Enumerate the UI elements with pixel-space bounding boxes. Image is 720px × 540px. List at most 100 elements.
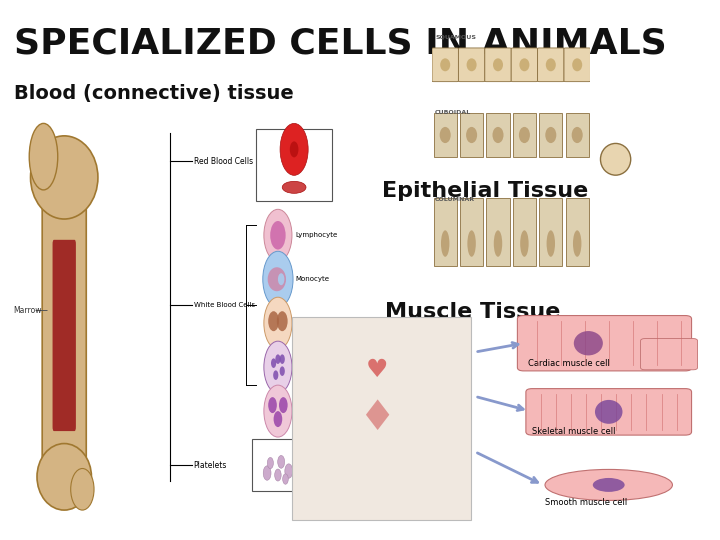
Bar [513,198,536,266]
Ellipse shape [268,267,286,291]
Text: Basophil: Basophil [295,364,325,370]
FancyBboxPatch shape [459,48,485,82]
Circle shape [264,210,292,261]
Circle shape [600,144,631,175]
Ellipse shape [440,58,450,71]
Ellipse shape [282,181,306,193]
FancyBboxPatch shape [432,48,459,82]
Text: Smooth muscle cell: Smooth muscle cell [545,498,627,507]
Ellipse shape [467,230,476,256]
Circle shape [267,457,274,469]
Circle shape [277,311,288,331]
Circle shape [279,354,285,364]
Ellipse shape [572,127,582,143]
Text: Lymphocyte: Lymphocyte [295,232,338,238]
Ellipse shape [71,469,94,510]
Ellipse shape [574,331,603,355]
Ellipse shape [545,127,557,143]
FancyBboxPatch shape [485,48,511,82]
Text: Neurophil: Neurophil [295,408,329,414]
Ellipse shape [278,273,284,285]
Ellipse shape [519,58,529,71]
Text: Red Blood Cells: Red Blood Cells [194,157,253,166]
Bar [566,113,589,157]
FancyBboxPatch shape [292,316,471,521]
Circle shape [279,397,288,413]
Ellipse shape [440,127,451,143]
Ellipse shape [466,127,477,143]
Ellipse shape [441,230,449,256]
Ellipse shape [519,127,530,143]
Circle shape [264,466,271,480]
Ellipse shape [30,136,98,219]
Circle shape [268,397,276,413]
Circle shape [283,474,288,484]
Circle shape [269,311,279,331]
Ellipse shape [30,123,58,190]
Ellipse shape [37,443,91,510]
Circle shape [263,251,293,307]
Text: ♦: ♦ [359,397,396,440]
Bar [539,198,562,266]
Ellipse shape [492,127,503,143]
Circle shape [271,359,276,368]
FancyBboxPatch shape [641,339,698,370]
Ellipse shape [546,58,556,71]
Ellipse shape [572,58,582,71]
Ellipse shape [520,230,528,256]
Circle shape [274,411,282,427]
Circle shape [264,341,292,393]
Bar [460,113,483,157]
FancyBboxPatch shape [518,315,691,371]
Ellipse shape [467,58,477,71]
Circle shape [280,123,308,176]
Text: White Blood Cells: White Blood Cells [194,302,255,308]
Bar [433,198,456,266]
Text: Eosinophil: Eosinophil [295,320,331,326]
FancyBboxPatch shape [564,48,590,82]
Text: SQUAMOUS: SQUAMOUS [435,35,476,39]
Bar [460,198,483,266]
Circle shape [285,464,292,478]
Circle shape [279,366,285,376]
Text: Platelets: Platelets [194,461,227,470]
Text: Epithelial Tissue: Epithelial Tissue [382,181,588,201]
Text: Marrow: Marrow [14,306,42,315]
Bar [256,130,332,201]
Ellipse shape [289,141,299,157]
Circle shape [275,354,281,364]
Ellipse shape [595,400,623,424]
FancyBboxPatch shape [53,240,76,431]
Text: Blood (connective) tissue: Blood (connective) tissue [14,84,294,103]
Circle shape [273,370,279,380]
Ellipse shape [593,478,625,492]
Ellipse shape [545,469,672,501]
Ellipse shape [494,230,503,256]
Text: CUBOIDAL: CUBOIDAL [435,110,472,114]
Text: Cardiac muscle cell: Cardiac muscle cell [528,359,610,368]
Bar [513,113,536,157]
Circle shape [270,221,286,249]
Text: Monocyte: Monocyte [295,276,329,282]
Bar [487,198,510,266]
Circle shape [264,297,292,349]
Circle shape [264,385,292,437]
Ellipse shape [546,230,555,256]
Circle shape [274,469,281,481]
Bar [252,439,317,491]
FancyBboxPatch shape [42,194,86,469]
Text: COLUMNAR: COLUMNAR [435,197,475,201]
Text: Skeletal muscle cell: Skeletal muscle cell [532,427,616,436]
Text: Muscle Tissue: Muscle Tissue [385,302,561,322]
FancyBboxPatch shape [511,48,538,82]
Ellipse shape [493,58,503,71]
Bar [539,113,562,157]
FancyBboxPatch shape [526,389,691,435]
Bar [566,198,589,266]
FancyBboxPatch shape [538,48,564,82]
Text: SPECIALIZED CELLS IN ANIMALS: SPECIALIZED CELLS IN ANIMALS [14,27,667,61]
Ellipse shape [573,230,582,256]
Bar [487,113,510,157]
Text: ♥: ♥ [366,358,388,382]
Circle shape [278,455,284,468]
